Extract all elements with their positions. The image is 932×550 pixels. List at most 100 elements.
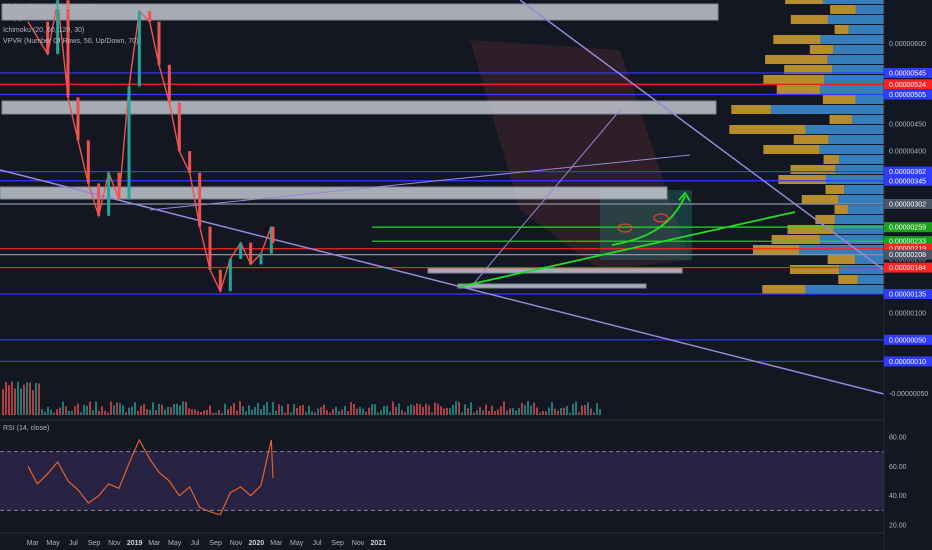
volume-bar [326, 410, 328, 415]
vpvr-down-row [787, 225, 834, 234]
price-candle [46, 21, 50, 55]
vpvr-down-row [763, 145, 820, 154]
volume-bar [344, 405, 346, 415]
price-candle [157, 21, 161, 65]
volume-bar [338, 411, 340, 415]
volume-bar [350, 402, 352, 415]
volume-bar [35, 382, 37, 415]
indicator-va-label[interactable]: VA (3) [3, 15, 22, 22]
volume-bar [293, 404, 295, 415]
time-tick-label: May [290, 540, 304, 547]
time-tick-label: Sep [209, 540, 222, 547]
volume-bar [104, 410, 106, 415]
volume-bar [563, 407, 565, 415]
indicator-vpvr-label[interactable]: VPVR (Number Of Rows, 50, Up/Down, 70) [3, 38, 139, 45]
support-resistance-zone [457, 283, 647, 289]
volume-bar [452, 404, 454, 415]
volume-bar [503, 401, 505, 415]
support-resistance-zone [1, 100, 717, 115]
price-candle [148, 10, 152, 22]
volume-bar [269, 412, 271, 415]
price-series [27, 0, 275, 294]
green-trendline [457, 211, 796, 288]
volume-bar [461, 412, 463, 415]
vpvr-down-row [763, 75, 824, 84]
vpvr-down-row [815, 215, 835, 224]
time-tick-label: 2021 [371, 540, 387, 547]
vpvr-down-row [834, 205, 848, 214]
volume-bar [71, 410, 73, 415]
indicator-ichimoku-label[interactable]: Ichimoku (20, 60, 120, 30) [3, 27, 85, 34]
volume-bar [578, 412, 580, 415]
volume-bar [296, 408, 298, 415]
indicator-rsi-label[interactable]: RSI (14, close) [3, 425, 50, 432]
volume-bar [392, 401, 394, 415]
price-level-lines [0, 72, 884, 362]
volume-bar [128, 407, 130, 415]
volume-bar [533, 402, 535, 415]
volume-bar [32, 390, 34, 415]
price-tick-label: -0.00000050 [889, 391, 928, 398]
volume-bar [107, 412, 109, 415]
volume-bar [467, 408, 469, 415]
volume-bar [314, 412, 316, 415]
vpvr-down-row [790, 15, 828, 24]
volume-bar [320, 407, 322, 415]
support-resistance-zone [1, 3, 719, 21]
volume-bar [368, 407, 370, 415]
volume-bar [227, 408, 229, 415]
volume-bar [26, 382, 28, 415]
trendline-drawings [0, 0, 885, 395]
volume-bar [131, 406, 133, 415]
vpvr-up-row [823, 75, 884, 84]
volume-bar [584, 404, 586, 415]
price-level-label: 0.00000233 [889, 239, 926, 246]
price-axis: 0.000006000.000005000.000004500.00000400… [883, 0, 932, 550]
time-tick-label: Mar [148, 540, 161, 547]
volume-bar [308, 405, 310, 415]
volume-bar [59, 407, 61, 415]
price-tick-label: 0.00000600 [889, 41, 926, 48]
volume-bar [116, 402, 118, 415]
volume-bar [539, 412, 541, 415]
price-candle [117, 172, 121, 200]
purple-trendline [149, 154, 691, 211]
volume-bar [407, 406, 409, 415]
volume-bar [347, 411, 349, 415]
volume-bar [506, 410, 508, 415]
volume-bar [515, 410, 517, 415]
volume-bar [287, 404, 289, 415]
volume-bar [11, 381, 13, 415]
vpvr-up-row [852, 115, 884, 124]
volume-bar [203, 410, 205, 415]
symbol-title[interactable]: TRON / Bitcoin, 3D, BINANCE [3, 4, 98, 11]
purple-trendline [519, 0, 885, 271]
volume-bar [8, 385, 10, 415]
volume-bar [260, 409, 262, 415]
volume-bar [476, 410, 478, 415]
volume-bar [188, 408, 190, 415]
time-tick-label: Nov [352, 540, 365, 547]
price-level-label: 0.00000362 [889, 169, 926, 176]
volume-bar [101, 406, 103, 415]
volume-bar [176, 403, 178, 415]
price-level-label: 0.00000545 [889, 70, 926, 77]
volume-bar [77, 403, 79, 415]
volume-bar [68, 410, 70, 415]
volume-bar [359, 406, 361, 415]
volume-bar [422, 407, 424, 415]
volume-bar [491, 405, 493, 415]
volume-bar [152, 402, 154, 415]
volume-bar [488, 410, 490, 415]
volume-bar [386, 405, 388, 415]
volume-bar [479, 407, 481, 415]
price-level-tag [884, 89, 932, 100]
volume-bar [317, 408, 319, 415]
volume-bar [329, 412, 331, 415]
volume-bar [449, 408, 451, 415]
volume-bar [86, 405, 88, 415]
volume-bar [323, 404, 325, 415]
vpvr-up-row [822, 0, 884, 4]
volume-bar [335, 406, 337, 415]
